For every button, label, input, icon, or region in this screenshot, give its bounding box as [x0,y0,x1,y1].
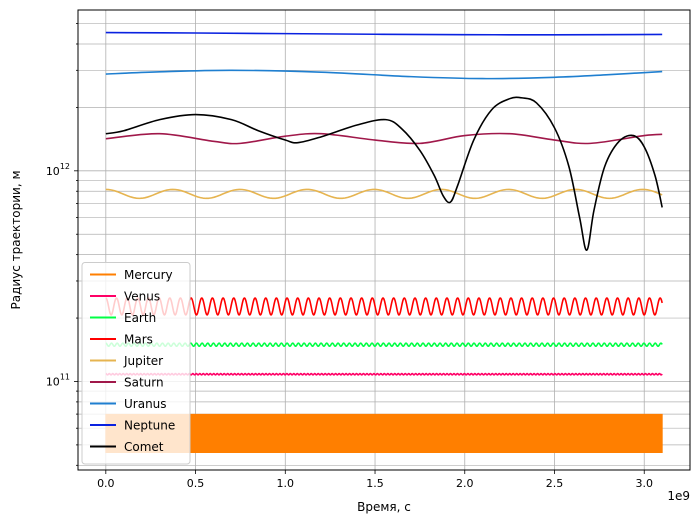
x-tick-label: 2.0 [456,477,474,490]
x-axis-label: Время, с [357,500,411,514]
y-tick-exponent: 11 [60,372,70,381]
legend-label-earth: Earth [124,311,156,325]
y-axis: 1011 1012 [46,23,78,466]
legend-box [81,262,191,465]
legend-label-mars: Mars [124,333,153,347]
x-tick-label: 3.0 [635,477,653,490]
y-axis-label: Радиус траектории, м [9,170,23,309]
series-neptune-line [105,31,663,36]
plot-frame [77,9,691,471]
series-mars-line [105,297,663,316]
x-tick-label: 0.5 [187,477,205,490]
series-saturn-line [105,132,663,145]
legend-label-venus: Venus [124,290,160,304]
legend-label-uranus: Uranus [124,397,167,411]
legend-label-neptune: Neptune [124,419,175,433]
legend: Mercury Venus Earth Mars Jupiter Saturn Uranus… [81,262,191,465]
x-offset-label: 1e9 [667,489,690,503]
legend-label-comet: Comet [124,440,164,454]
legend-label-saturn: Saturn [124,376,164,390]
legend-label-mercury: Mercury [124,268,173,282]
series-venus-line [105,372,663,376]
x-tick-label: 1.5 [366,477,384,490]
x-tick-label: 2.5 [546,477,564,490]
series-earth-line [105,342,663,348]
y-tick-label: 1012 [46,162,70,178]
legend-label-jupiter: Jupiter [123,354,163,368]
x-axis: 0.0 0.5 1.0 1.5 2.0 2.5 3.0 [97,470,653,490]
series-uranus-line [105,69,663,80]
series-lines [105,31,663,454]
x-tick-label: 1.0 [277,477,295,490]
series-comet-line [105,96,663,251]
y-tick-exponent: 12 [60,162,70,171]
x-tick-label: 0.0 [97,477,115,490]
y-tick-label: 1011 [46,372,70,388]
series-jupiter-line [105,188,663,200]
